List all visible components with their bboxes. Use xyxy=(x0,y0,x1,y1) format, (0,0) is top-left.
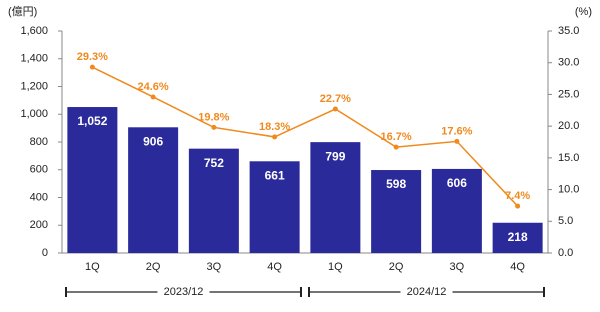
bar xyxy=(188,148,239,253)
line-value-label: 16.7% xyxy=(381,131,412,143)
bar xyxy=(310,142,361,253)
bar-value-label: 598 xyxy=(386,177,406,191)
bar-value-label: 799 xyxy=(325,149,345,163)
line-point xyxy=(89,64,95,70)
line-value-label: 7.4% xyxy=(505,190,530,202)
line-value-label: 17.6% xyxy=(441,125,472,137)
y-tick-label: 1,000 xyxy=(20,108,48,120)
bar-value-label: 606 xyxy=(447,176,467,190)
y-tick-label: 200 xyxy=(30,219,48,231)
y2-unit: (%) xyxy=(575,6,592,18)
x-tick-label: 1Q xyxy=(328,261,343,273)
x-tick-label: 1Q xyxy=(85,261,100,273)
line-value-label: 22.7% xyxy=(320,93,351,105)
line-point xyxy=(393,144,399,150)
y2-tick-label: 10.0 xyxy=(558,183,579,195)
line-point xyxy=(454,138,460,144)
x-tick-label: 4Q xyxy=(510,261,525,273)
line-value-label: 18.3% xyxy=(259,121,290,133)
y-unit: (億円) xyxy=(8,5,37,18)
y2-tick-label: 15.0 xyxy=(558,152,579,164)
y2-tick-label: 20.0 xyxy=(558,120,579,132)
y2-tick-label: 25.0 xyxy=(558,88,579,100)
y-tick-label: 1,600 xyxy=(20,25,48,37)
bar xyxy=(128,127,179,253)
x-tick-label: 2Q xyxy=(146,261,161,273)
line-point xyxy=(515,203,521,209)
line-point xyxy=(272,134,278,140)
line-point xyxy=(332,106,338,112)
line-point xyxy=(211,124,217,130)
group-label-bg xyxy=(157,284,210,300)
bar-value-label: 1,052 xyxy=(77,114,107,128)
line-value-label: 24.6% xyxy=(138,81,169,93)
x-tick-label: 3Q xyxy=(207,261,222,273)
x-tick-label: 3Q xyxy=(450,261,465,273)
bar xyxy=(431,168,482,253)
y2-tick-label: 5.0 xyxy=(558,215,573,227)
line-value-label: 19.8% xyxy=(198,111,229,123)
line-point xyxy=(150,94,156,100)
y-tick-label: 1,200 xyxy=(20,80,48,92)
y-tick-label: 1,400 xyxy=(20,53,48,65)
y2-tick-label: 30.0 xyxy=(558,57,579,69)
bar xyxy=(249,161,300,253)
y2-tick-label: 35.0 xyxy=(558,25,579,37)
line-value-label: 29.3% xyxy=(77,51,108,63)
bar xyxy=(492,222,543,253)
bar-value-label: 218 xyxy=(508,230,528,244)
x-tick-label: 2Q xyxy=(389,261,404,273)
y2-tick-label: 0.0 xyxy=(558,247,573,259)
line xyxy=(92,66,519,207)
y-tick-label: 600 xyxy=(30,164,48,176)
bar-value-label: 906 xyxy=(143,134,163,148)
group-label: 2023/12 xyxy=(164,286,204,298)
y-tick-label: 0 xyxy=(42,247,48,259)
bar xyxy=(67,107,118,253)
y-tick-label: 800 xyxy=(30,136,48,148)
y-tick-label: 400 xyxy=(30,191,48,203)
bar-value-label: 661 xyxy=(265,168,285,182)
group-label: 2024/12 xyxy=(407,286,447,298)
bar-value-label: 752 xyxy=(204,156,224,170)
group-label-bg xyxy=(400,284,453,300)
bar xyxy=(371,170,422,253)
x-tick-label: 4Q xyxy=(267,261,282,273)
